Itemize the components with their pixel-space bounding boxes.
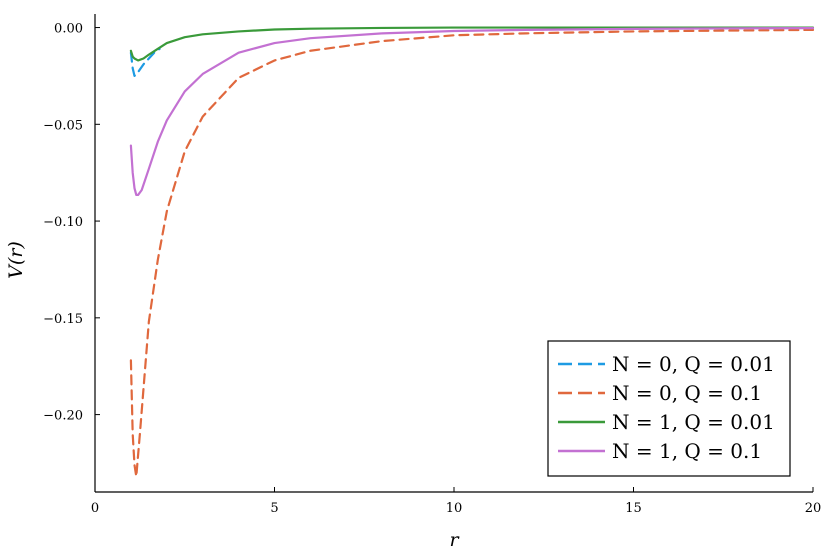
series-line-3 bbox=[129, 26, 815, 62]
series-line-1 bbox=[129, 47, 161, 78]
x-tick-label: 20 bbox=[805, 501, 822, 516]
series-line-4 bbox=[129, 27, 815, 197]
y-tick-label: −0.15 bbox=[43, 312, 83, 327]
x-tick-label: 15 bbox=[625, 501, 642, 516]
x-axis: 0 5 10 15 20 bbox=[91, 487, 821, 516]
y-tick-label: −0.05 bbox=[43, 118, 83, 133]
x-tick-label: 5 bbox=[270, 501, 278, 516]
x-tick-label: 0 bbox=[91, 501, 99, 516]
legend-label: N = 1, Q = 0.01 bbox=[612, 410, 775, 434]
legend-label: N = 0, Q = 0.1 bbox=[612, 381, 762, 405]
series-line-2 bbox=[129, 28, 815, 478]
legend-label: N = 0, Q = 0.01 bbox=[612, 352, 775, 376]
y-tick-label: −0.20 bbox=[43, 409, 83, 424]
y-tick-label: −0.10 bbox=[43, 215, 83, 230]
plot-area bbox=[129, 26, 815, 478]
x-tick-label: 10 bbox=[446, 501, 463, 516]
y-axis-title: V(r) bbox=[5, 241, 27, 279]
y-tick-label: 0.00 bbox=[54, 22, 83, 37]
legend-label: N = 1, Q = 0.1 bbox=[612, 439, 762, 463]
y-axis: 0.00 −0.05 −0.10 −0.15 −0.20 bbox=[43, 14, 100, 492]
x-axis-title: r bbox=[449, 529, 460, 551]
legend: N = 0, Q = 0.01 N = 0, Q = 0.1 N = 1, Q = … bbox=[547, 340, 791, 477]
